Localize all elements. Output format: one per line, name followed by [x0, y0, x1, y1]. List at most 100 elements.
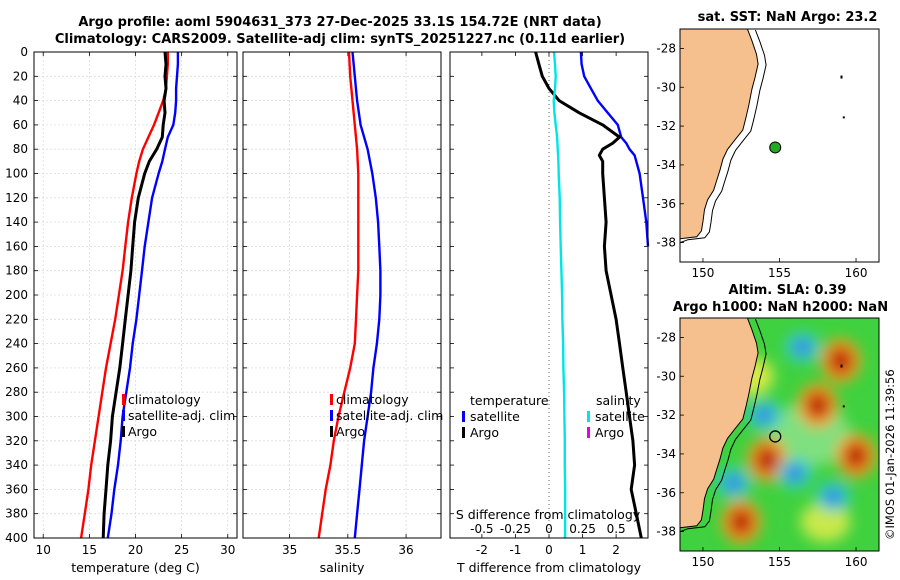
x-tick-label: 35 [282, 543, 297, 557]
legend-swatch [330, 394, 333, 405]
depth-tick-label: 260 [5, 361, 28, 375]
legend-swatch [122, 394, 125, 405]
x-axis-label: salinity [320, 560, 365, 575]
map-lon-label: 160 [845, 555, 868, 569]
profile-panel-difference: -2 -1 0 1 2 T difference from climatology [449, 51, 650, 575]
s-axis-label: S difference from climatology [456, 507, 641, 522]
s-tick-label: 0 [545, 522, 553, 536]
legend-title-temperature: temperature [470, 393, 549, 408]
series-line-t-satellite [579, 51, 650, 247]
sla-low [793, 339, 812, 356]
legend-label: satellite [470, 409, 520, 424]
depth-tick-label: 240 [5, 337, 28, 351]
x-tick-label: -2 [476, 543, 488, 557]
map-lat-label: -38 [656, 525, 676, 539]
depth-tick-label: 320 [5, 434, 28, 448]
depth-tick-label: 160 [5, 239, 28, 253]
legend-label: Argo [470, 425, 499, 440]
x-tick-label: 25 [174, 543, 189, 557]
legend-label: satellite-adj. clim [128, 408, 235, 423]
map-lon-label: 150 [692, 266, 715, 280]
sla-low [724, 475, 743, 492]
sla-high-core [834, 353, 847, 368]
depth-tick-label: 280 [5, 385, 28, 399]
isobath-contour [680, 318, 767, 533]
ball-pyramid-island [842, 405, 845, 408]
legend-label: climatology [336, 392, 409, 407]
x-tick-label: 1 [579, 543, 587, 557]
profile-panel-temperature: 10 15 20 25 30 temperature (deg C) [33, 51, 238, 575]
depth-tick-label: 400 [5, 531, 28, 545]
legend-label: climatology [128, 392, 201, 407]
argo-position-marker [769, 141, 782, 154]
series-line-argo [101, 51, 168, 539]
depth-tick-label: 0 [20, 45, 28, 59]
argo-position-marker [769, 430, 782, 443]
depth-tick-label: 200 [5, 288, 28, 302]
sla-low [755, 407, 774, 424]
legend-swatch [587, 427, 590, 438]
series-line-satellite-adj-clim [351, 51, 382, 539]
map-lat-label: -30 [656, 80, 676, 94]
depth-tick-label: 180 [5, 264, 28, 278]
x-tick-label: 15 [82, 543, 97, 557]
sla-low [785, 465, 804, 482]
depth-tick-label: 140 [5, 215, 28, 229]
s-tick-label: 0.5 [607, 522, 626, 536]
ball-pyramid-island [842, 116, 845, 119]
depth-tick-label: 220 [5, 312, 28, 326]
x-tick-label: -1 [509, 543, 521, 557]
x-tick-label: 10 [36, 543, 51, 557]
map-content [680, 29, 879, 262]
map-lon-label: 150 [692, 555, 715, 569]
depth-tick-label: 300 [5, 410, 28, 424]
s-tick-label: -0.5 [470, 522, 493, 536]
legend-swatch [122, 410, 125, 421]
x-axis-label: temperature (deg C) [71, 560, 200, 575]
map-lat-label: -34 [656, 447, 676, 461]
sst-map-title: sat. SST: NaN Argo: 23.2 [697, 10, 878, 25]
legend-swatch [122, 426, 125, 437]
axes-frame [449, 51, 649, 539]
map-lon-label: 155 [768, 555, 791, 569]
map-lat-label: -28 [656, 41, 676, 55]
x-tick-label: 20 [128, 543, 143, 557]
x-tick-label: 0 [545, 543, 553, 557]
australia-land [680, 29, 759, 262]
legend-swatch [587, 411, 590, 422]
depth-tick-label: 120 [5, 191, 28, 205]
sla-high-core [811, 398, 824, 413]
depth-tick-label: 20 [13, 69, 28, 83]
sla_map-panel: 150 155 160 -28 -30 -32 -34 -36 -38 [656, 317, 880, 569]
imos-credit: ©IMOS 01-Jan-2026 11:39:56 [883, 369, 897, 540]
x-tick-label: 35.5 [334, 543, 361, 557]
legend-label: satellite-adj. clim [336, 408, 443, 423]
x-tick-label: 2 [612, 543, 620, 557]
x-tick-label: 36 [398, 543, 413, 557]
lord-howe-island [840, 364, 843, 368]
lord-howe-island [840, 75, 843, 79]
figure-title-line2: Climatology: CARS2009. Satellite-adj cli… [54, 32, 626, 47]
depth-tick-label: 100 [5, 167, 28, 181]
series-line-t-argo [534, 51, 643, 539]
series-line-climatology [317, 51, 360, 539]
depth-tick-label: 340 [5, 458, 28, 472]
sla-low [824, 488, 843, 505]
s-tick-label: -0.25 [500, 522, 531, 536]
s-tick-label: 0.25 [569, 522, 596, 536]
map-lat-label: -32 [656, 408, 676, 422]
depth-tick-label: 360 [5, 482, 28, 496]
map-lat-label: -28 [656, 330, 676, 344]
axes-frame [33, 51, 238, 539]
legend-label: satellite [595, 409, 645, 424]
axes-frame [242, 51, 442, 539]
figure-title-line1: Argo profile: aoml 5904631_373 27-Dec-20… [78, 15, 602, 30]
profile-panel-salinity: 35 35.5 36 salinity [242, 51, 442, 575]
map-lat-label: -32 [656, 119, 676, 133]
sla-high-core [850, 448, 863, 463]
map-lat-label: -38 [656, 236, 676, 250]
sla-high-core [735, 514, 748, 529]
sla-map-title-1: Altim. SLA: 0.39 [728, 283, 847, 298]
series-line-s-satellite [552, 51, 567, 538]
